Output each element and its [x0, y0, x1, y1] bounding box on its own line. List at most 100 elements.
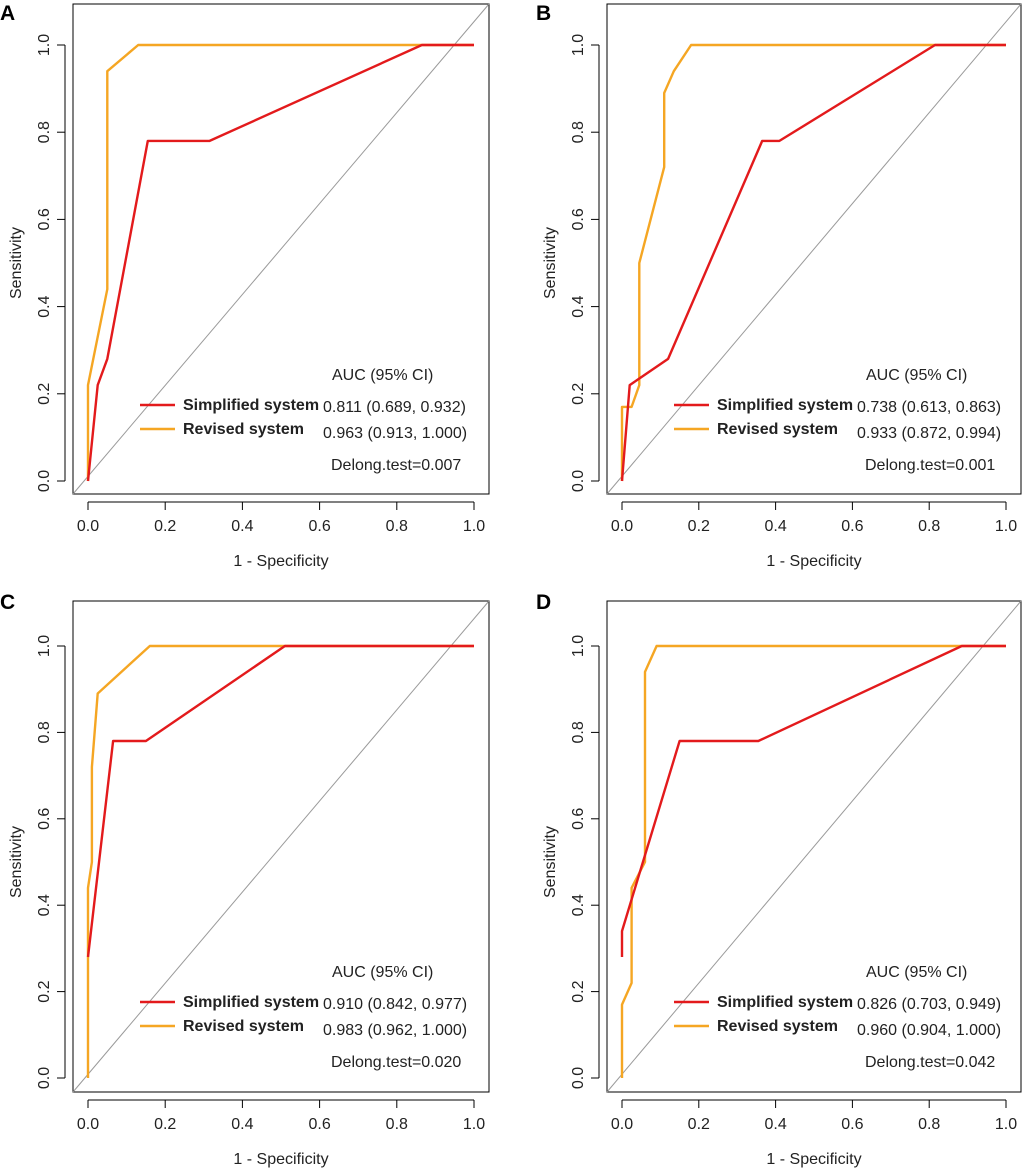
y-tick-label: 0.8: [36, 721, 53, 743]
y-tick-label: 1.0: [570, 34, 587, 56]
legend: AUC (95% CI) Simplified system 0.826 (0.70…: [674, 964, 1001, 1071]
y-axis-title: Sensitivity: [8, 826, 25, 898]
legend-header: AUC (95% CI): [866, 367, 967, 384]
roc-panel-b: B 0.0 0.2 0.4 0.6 0.8 1.0 1 - Specificity 0.0 0.2…: [536, 2, 1022, 570]
panel-letter: B: [536, 2, 551, 25]
y-tick-label: 0.0: [36, 1067, 53, 1089]
y-tick-label: 0.2: [570, 383, 587, 405]
y-tick-label: 0.0: [570, 470, 587, 492]
x-tick-label: 0.0: [77, 518, 99, 535]
x-tick-label: 0.0: [611, 1116, 633, 1133]
legend-label-revised: Revised system: [183, 1018, 304, 1035]
y-tick-label: 0.6: [36, 808, 53, 830]
y-tick-label: 0.6: [570, 808, 587, 830]
x-tick-label: 0.4: [764, 518, 786, 535]
x-tick-label: 0.6: [841, 518, 863, 535]
roc-panel-c: C 0.0 0.2 0.4 0.6 0.8 1.0 1 - Specificity 0.0 0.2…: [0, 591, 490, 1168]
plot-frame: [606, 3, 1022, 495]
legend-header: AUC (95% CI): [332, 367, 433, 384]
y-tick-label: 0.0: [570, 1067, 587, 1089]
delong-test-result: Delong.test=0.020: [331, 1054, 461, 1071]
auc-value-revised: 0.983 (0.962, 1.000): [323, 1022, 467, 1039]
x-tick-label: 0.4: [231, 1116, 253, 1133]
revised-system-curve: [86, 644, 474, 1078]
x-tick-label: 0.0: [77, 1116, 99, 1133]
legend-label-simplified: Simplified system: [183, 994, 319, 1011]
auc-value-revised: 0.933 (0.872, 0.994): [857, 425, 1001, 442]
roc-panel-d: D 0.0 0.2 0.4 0.6 0.8 1.0 1 - Specificity 0.0 0.2…: [536, 591, 1022, 1168]
y-tick-label: 0.6: [36, 208, 53, 230]
x-tick-label: 0.2: [688, 1116, 710, 1133]
y-tick-label: 1.0: [36, 635, 53, 657]
simplified-system-curve: [620, 644, 1006, 957]
y-tick-label: 1.0: [36, 34, 53, 56]
x-tick-label: 0.4: [764, 1116, 786, 1133]
x-tick-label: 0.8: [386, 518, 408, 535]
panel-letter: C: [0, 591, 15, 614]
x-tick-label: 0.2: [688, 518, 710, 535]
x-tick-label: 0.8: [918, 518, 940, 535]
plot-frame: [606, 600, 1022, 1093]
x-tick-label: 0.6: [308, 1116, 330, 1133]
x-tick-label: 0.8: [918, 1116, 940, 1133]
plot-frame: [72, 600, 490, 1093]
simplified-system-curve: [86, 43, 474, 482]
x-axis-title: 1 - Specificity: [766, 553, 861, 570]
auc-value-revised: 0.963 (0.913, 1.000): [323, 425, 467, 442]
y-tick-label: 0.8: [570, 121, 587, 143]
x-axis-title: 1 - Specificity: [233, 1151, 328, 1168]
y-tick-label: 0.2: [570, 980, 587, 1002]
x-tick-label: 0.8: [386, 1116, 408, 1133]
x-tick-label: 0.0: [611, 518, 633, 535]
legend-label-simplified: Simplified system: [717, 397, 853, 414]
legend-label-revised: Revised system: [717, 421, 838, 438]
legend: AUC (95% CI) Simplified system 0.910 (0.84…: [140, 964, 467, 1071]
auc-value-simplified: 0.738 (0.613, 0.863): [857, 399, 1001, 416]
simplified-system-curve: [620, 43, 1006, 482]
delong-test-result: Delong.test=0.007: [331, 457, 461, 474]
y-tick-label: 0.4: [570, 894, 587, 916]
y-tick-label: 0.8: [570, 721, 587, 743]
legend-label-revised: Revised system: [183, 421, 304, 438]
y-tick-label: 1.0: [570, 635, 587, 657]
delong-test-result: Delong.test=0.042: [865, 1054, 995, 1071]
y-tick-label: 0.2: [36, 383, 53, 405]
legend: AUC (95% CI) Simplified system 0.738 (0.61…: [674, 367, 1001, 474]
revised-system-curve: [620, 644, 1006, 1078]
x-tick-label: 0.2: [154, 1116, 176, 1133]
y-axis-title: Sensitivity: [542, 826, 559, 898]
y-tick-label: 0.4: [36, 894, 53, 916]
legend-header: AUC (95% CI): [866, 964, 967, 981]
x-axis-title: 1 - Specificity: [766, 1151, 861, 1168]
y-axis-title: Sensitivity: [8, 227, 25, 299]
legend: AUC (95% CI) Simplified system 0.811 (0.68…: [140, 367, 467, 474]
y-tick-label: 0.6: [570, 208, 587, 230]
legend-label-simplified: Simplified system: [717, 994, 853, 1011]
panel-letter: A: [0, 2, 15, 25]
diagonal-reference-line: [606, 3, 1022, 495]
panel-letter: D: [536, 591, 551, 614]
delong-test-result: Delong.test=0.001: [865, 457, 995, 474]
diagonal-reference-line: [72, 3, 490, 495]
revised-system-curve: [86, 43, 474, 481]
x-tick-label: 0.6: [308, 518, 330, 535]
x-tick-label: 0.4: [231, 518, 253, 535]
diagonal-reference-line: [606, 600, 1022, 1093]
legend-header: AUC (95% CI): [332, 964, 433, 981]
x-tick-label: 0.2: [154, 518, 176, 535]
y-tick-label: 0.4: [570, 295, 587, 317]
y-tick-label: 0.2: [36, 980, 53, 1002]
x-axis-title: 1 - Specificity: [233, 553, 328, 570]
y-tick-label: 0.8: [36, 121, 53, 143]
legend-label-simplified: Simplified system: [183, 397, 319, 414]
auc-value-revised: 0.960 (0.904, 1.000): [857, 1022, 1001, 1039]
plot-frame: [72, 3, 490, 495]
y-axis-title: Sensitivity: [542, 227, 559, 299]
x-tick-label: 1.0: [463, 518, 485, 535]
auc-value-simplified: 0.826 (0.703, 0.949): [857, 996, 1001, 1013]
simplified-system-curve: [86, 644, 474, 958]
auc-value-simplified: 0.811 (0.689, 0.932): [323, 399, 466, 416]
diagonal-reference-line: [72, 600, 490, 1093]
y-tick-label: 0.0: [36, 470, 53, 492]
